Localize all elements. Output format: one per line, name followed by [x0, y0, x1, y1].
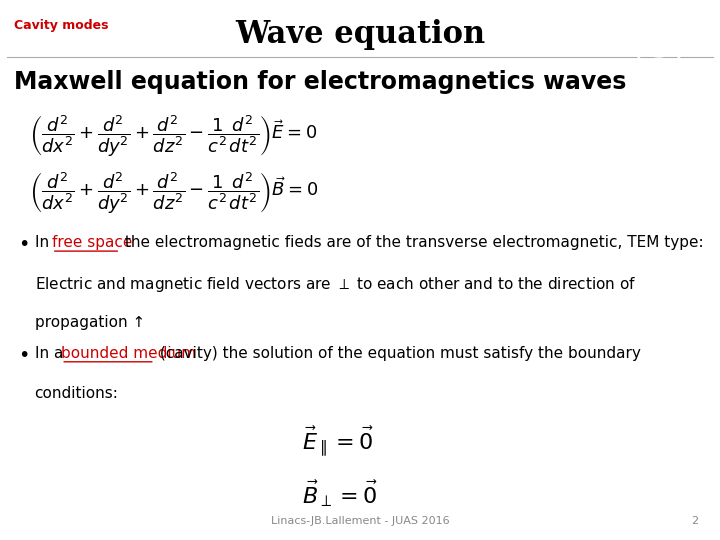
Text: Cavity modes: Cavity modes: [14, 19, 109, 32]
Text: •: •: [18, 235, 30, 254]
Text: conditions:: conditions:: [35, 386, 118, 401]
Text: In: In: [35, 235, 53, 250]
Text: CERN: CERN: [644, 21, 673, 30]
Text: Electric and magnetic field vectors are $\perp$ to each other and to the directi: Electric and magnetic field vectors are …: [35, 275, 636, 294]
Text: (cavity) the solution of the equation must satisfy the boundary: (cavity) the solution of the equation mu…: [155, 346, 641, 361]
Text: 2: 2: [691, 516, 698, 526]
Text: the electromagnetic fieds are of the transverse electromagnetic, TEM type:: the electromagnetic fieds are of the tra…: [120, 235, 704, 250]
Text: bounded medium: bounded medium: [61, 346, 197, 361]
Text: free space: free space: [52, 235, 132, 250]
Text: Linacs-JB.Lallement - JUAS 2016: Linacs-JB.Lallement - JUAS 2016: [271, 516, 449, 526]
Text: $\left(\dfrac{d^2}{dx^2}+\dfrac{d^2}{dy^2}+\dfrac{d^2}{dz^2}-\dfrac{1}{c^2}\dfra: $\left(\dfrac{d^2}{dx^2}+\dfrac{d^2}{dy^…: [29, 113, 317, 159]
Text: propagation ↑: propagation ↑: [35, 315, 145, 330]
Text: $\vec{B}_{\perp} = \vec{0}$: $\vec{B}_{\perp} = \vec{0}$: [302, 478, 378, 509]
Text: $\vec{E}_{\parallel} = \vec{0}$: $\vec{E}_{\parallel} = \vec{0}$: [302, 424, 374, 458]
Text: Wave equation: Wave equation: [235, 19, 485, 50]
Text: In a: In a: [35, 346, 68, 361]
Text: •: •: [18, 346, 30, 365]
Text: $\left(\dfrac{d^2}{dx^2}+\dfrac{d^2}{dy^2}+\dfrac{d^2}{dz^2}-\dfrac{1}{c^2}\dfra: $\left(\dfrac{d^2}{dx^2}+\dfrac{d^2}{dy^…: [29, 170, 318, 216]
Text: Maxwell equation for electromagnetics waves: Maxwell equation for electromagnetics wa…: [14, 70, 627, 94]
